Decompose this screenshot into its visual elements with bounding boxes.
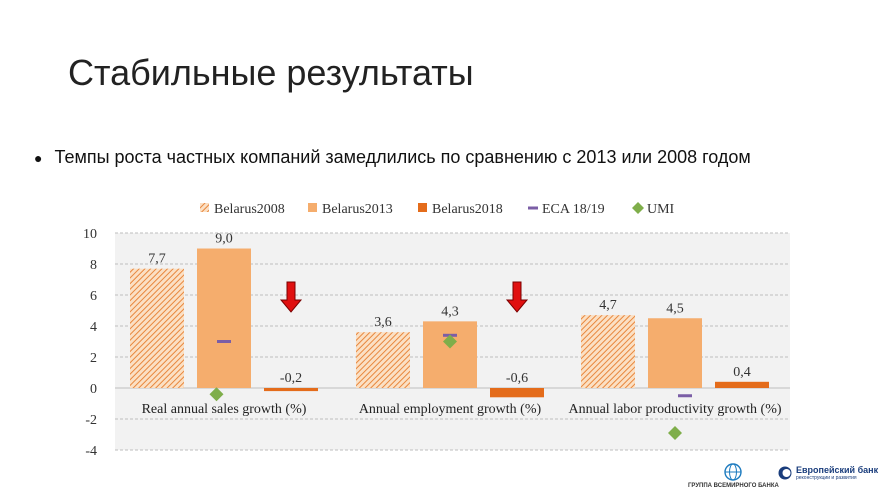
legend-swatch — [308, 203, 317, 212]
legend-label: Belarus2018 — [432, 202, 503, 217]
legend-label: Belarus2008 — [214, 202, 285, 217]
slide-title: Стабильные результаты — [68, 52, 474, 93]
legend-label: ECA 18/19 — [542, 202, 605, 217]
category-label: Real annual sales growth (%) — [142, 402, 307, 417]
bar-belarus2013 — [648, 318, 702, 388]
data-label: 7,7 — [148, 252, 166, 267]
bar-belarus2018 — [264, 388, 318, 392]
bullet-point: ● Темпы роста частных компаний замедлили… — [34, 147, 751, 168]
y-tick-label: 10 — [83, 227, 97, 242]
category-label: Annual employment growth (%) — [359, 402, 542, 417]
bar-belarus2018 — [490, 388, 544, 398]
ebrd-emblem-icon — [778, 466, 792, 480]
data-label: 4,3 — [441, 304, 459, 319]
umi-marker — [443, 334, 457, 349]
data-label: 4,7 — [599, 298, 617, 313]
bar-belarus2013 — [197, 248, 251, 388]
y-tick-label: 0 — [90, 382, 97, 397]
legend-label: UMI — [647, 202, 675, 217]
legend-swatch — [632, 202, 644, 214]
legend-swatch — [418, 203, 427, 212]
worldbank-logo-text: ГРУППА ВСЕМИРНОГО БАНКА — [688, 483, 779, 489]
ebrd-logo-title: Европейский банк — [796, 465, 879, 475]
y-tick-label: 6 — [90, 289, 97, 304]
y-tick-label: 4 — [90, 320, 97, 335]
ebrd-logo-subtitle: реконструкции и развития — [796, 475, 857, 481]
data-label: 3,6 — [374, 315, 392, 330]
y-tick-label: 8 — [90, 258, 97, 273]
data-label: -0,6 — [506, 371, 528, 386]
y-tick-label: -2 — [85, 413, 97, 428]
bar-belarus2008 — [581, 315, 635, 388]
down-arrow-icon — [279, 281, 303, 313]
data-label: 4,5 — [666, 301, 684, 316]
umi-marker — [668, 425, 682, 440]
bullet-dot-icon: ● — [34, 150, 43, 166]
globe-icon — [724, 463, 743, 481]
category-label: Annual labor productivity growth (%) — [568, 402, 781, 417]
legend-swatch — [200, 203, 209, 212]
down-arrow-icon — [505, 281, 529, 313]
bar-belarus2018 — [715, 381, 769, 388]
umi-marker — [209, 387, 224, 402]
data-label: -0,2 — [280, 371, 302, 386]
data-label: 9,0 — [215, 232, 233, 247]
legend-label: Belarus2013 — [322, 202, 393, 217]
ebrd-logo: Европейский банк реконструкции и развити… — [778, 464, 878, 482]
bar-belarus2013 — [423, 321, 477, 388]
bullet-text: Темпы роста частных компаний замедлились… — [54, 147, 751, 167]
worldbank-logo: ГРУППА ВСЕМИРНОГО БАНКА — [688, 462, 779, 489]
data-label: 0,4 — [733, 365, 751, 380]
y-tick-label: -4 — [85, 444, 97, 459]
bar-belarus2008 — [130, 268, 184, 388]
y-tick-label: 2 — [90, 351, 97, 366]
bar-belarus2008 — [356, 332, 410, 388]
